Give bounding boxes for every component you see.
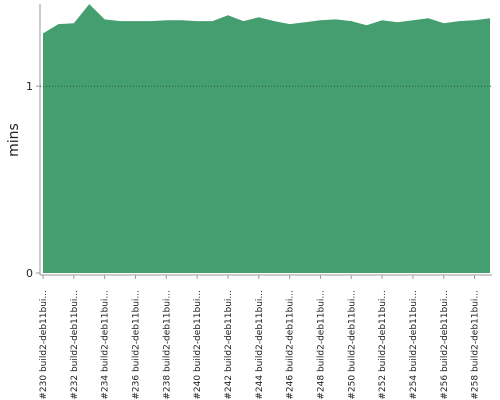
x-tick-label: #244 build2-deb11bui... bbox=[255, 290, 265, 400]
y-axis-label: mins bbox=[6, 123, 22, 157]
x-tick-label: #238 build2-deb11bui... bbox=[162, 290, 172, 400]
x-tick-label: #252 build2-deb11bui... bbox=[378, 290, 388, 400]
x-tick-label: #234 build2-deb11bui... bbox=[101, 290, 111, 400]
x-tick-label: #240 build2-deb11bui... bbox=[193, 290, 203, 400]
y-tick-label: 0 bbox=[26, 267, 33, 280]
x-tick-label: #230 build2-deb11bui... bbox=[39, 290, 49, 400]
x-tick-label: #236 build2-deb11bui... bbox=[131, 290, 141, 400]
x-tick-label: #242 build2-deb11bui... bbox=[224, 290, 234, 400]
x-tick-label: #246 build2-deb11bui... bbox=[286, 290, 296, 400]
x-tick-label: #254 build2-deb11bui... bbox=[409, 290, 419, 400]
x-tick-label: #258 build2-deb11bui... bbox=[471, 290, 481, 400]
area bbox=[43, 4, 490, 274]
x-tick-label: #248 build2-deb11bui... bbox=[316, 290, 326, 400]
x-tick-label: #250 build2-deb11bui... bbox=[347, 290, 357, 400]
x-tick-label: #256 build2-deb11bui... bbox=[440, 290, 450, 400]
x-tick-label: #232 build2-deb11bui... bbox=[70, 290, 80, 400]
y-tick-label: 1 bbox=[26, 80, 33, 93]
